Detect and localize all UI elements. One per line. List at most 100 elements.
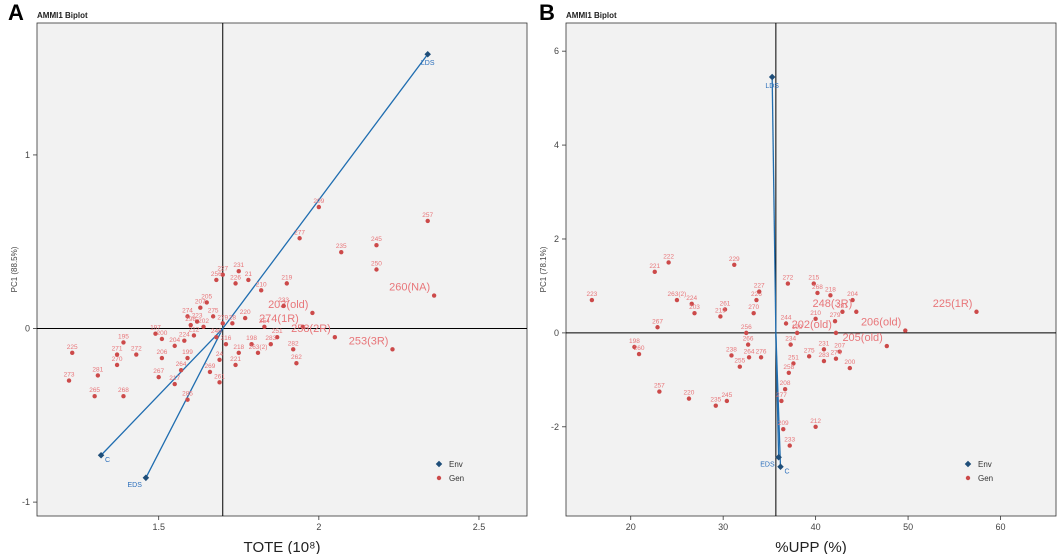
genotype-point [188,322,193,328]
genotype-label: 268 [118,387,129,394]
genotype-label: 202(old) [792,319,832,331]
genotype-label: 257 [422,212,433,219]
genotype-label: 226 [751,291,762,298]
genotype-point [833,356,839,361]
env-point [142,474,150,482]
panel-letter: A [8,0,24,25]
genotype-label: 264 [744,348,755,355]
genotype-label: 223 [192,313,203,320]
genotype-point [657,389,662,394]
genotype-label: 256 [211,271,222,278]
genotype-label: 268 [812,284,823,291]
genotype-label: 274 [831,350,842,357]
genotype-point [236,269,241,274]
env-vector-eds [145,328,224,479]
legend-gen-label: Gen [449,474,464,483]
legend-gen-label: Gen [978,474,993,483]
x-tick-label: 30 [718,522,728,532]
plot-title: AMMI1 Biplot [37,11,88,20]
genotype-point [686,396,692,401]
genotype-point [194,319,200,324]
genotype-point [291,347,296,352]
genotype-point [153,331,158,336]
env-vector-lds [222,53,429,329]
genotype-label: 272 [782,275,793,282]
genotype-point [903,328,908,333]
genotype-point [689,301,694,306]
genotype-point [815,290,820,296]
genotype-label: 274(1R) [259,313,299,325]
genotype-label: 245 [371,236,382,243]
genotype-label: 218 [233,344,244,351]
genotype-point [159,336,165,342]
genotype-label: 224 [179,332,190,339]
genotype-point [121,340,126,345]
genotype-label: 233 [278,297,289,304]
genotype-label: 235 [336,243,347,250]
genotype-label: 197 [150,325,161,332]
genotype-label: 227 [754,283,765,290]
genotype-point [744,330,749,336]
genotype-point [294,361,299,366]
genotype-label: 251 [788,354,799,361]
genotype-point [217,357,222,362]
env-label: C [105,457,110,464]
genotype-point [281,303,286,309]
genotype-point [884,343,890,349]
genotype-label: 258 [783,364,794,371]
genotype-label: 277 [776,392,787,399]
legend-env-label: Env [449,460,463,469]
genotype-point [840,309,845,314]
env-label: LDS [765,83,779,90]
genotype-label: 210 [256,281,267,288]
genotype-point [828,293,833,298]
genotype-point [121,394,126,399]
x-tick-label: 2 [316,522,321,532]
genotype-point [781,426,786,432]
genotype-label: 216 [221,335,232,342]
genotype-label: 260 [634,345,645,352]
panel-letter: B [539,0,555,25]
env-point [775,454,782,461]
genotype-label: 276 [756,348,767,355]
genotype-point [785,281,791,286]
genotype-point [652,269,657,275]
genotype-label: 212 [188,326,199,333]
genotype-point [722,307,728,312]
genotype-point [692,310,697,316]
genotype-point [255,350,261,356]
y-tick-label: 0 [554,328,559,338]
genotype-point [220,321,225,326]
genotype-point [191,333,197,338]
genotype-label: 206 [156,349,167,356]
genotype-label: 206(old) [861,317,901,329]
legend-gen-marker [436,475,442,481]
y-axis-label: PC1 (88.5%) [10,246,19,292]
genotype-point [249,341,254,347]
plot-area [36,22,528,517]
genotype-label: 231 [819,340,830,347]
y-tick-label: 2 [554,234,559,244]
genotype-label: 204 [169,337,180,344]
genotype-label: 222 [663,253,674,260]
genotype-label: 199 [792,324,803,331]
genotype-point [783,321,789,326]
genotype-label: 203(old) [268,299,308,311]
genotype-label: 261 [214,373,225,380]
genotype-label: 263(2) [249,344,268,351]
genotype-point [737,364,743,369]
genotype-point [182,338,187,343]
genotype-label: 198 [629,338,640,345]
genotype-point [242,315,248,321]
x-tick-label: 40 [811,522,821,532]
genotype-point [729,353,734,358]
genotype-label: 205(old) [842,332,882,344]
genotype-point [732,262,737,268]
panel-a: A AMMI1 Biplot 1.5 2 2.5 -1 0 1 TOTE (10⁸) PC1 (8… [8,0,528,554]
genotype-label: 198 [246,335,257,342]
genotype-label: 225 [67,344,78,351]
genotype-point [233,362,238,368]
genotype-point [806,354,812,359]
genotype-point [114,352,120,357]
genotype-point [837,349,842,354]
